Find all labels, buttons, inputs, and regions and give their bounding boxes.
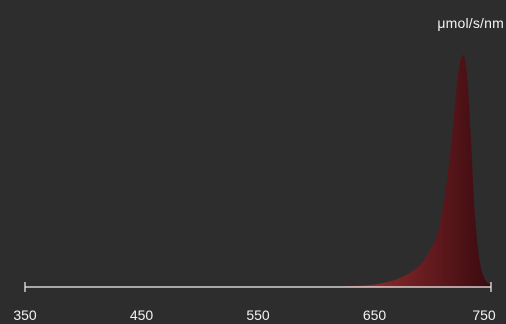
spectrum-area xyxy=(316,54,491,287)
x-tick-label: 350 xyxy=(13,307,37,323)
x-tick-label: 650 xyxy=(363,307,387,323)
x-tick-label: 750 xyxy=(472,307,496,323)
x-tick-label: 550 xyxy=(246,307,270,323)
y-axis-label: μmol/s/nm xyxy=(437,15,504,31)
x-tick-label: 450 xyxy=(130,307,154,323)
